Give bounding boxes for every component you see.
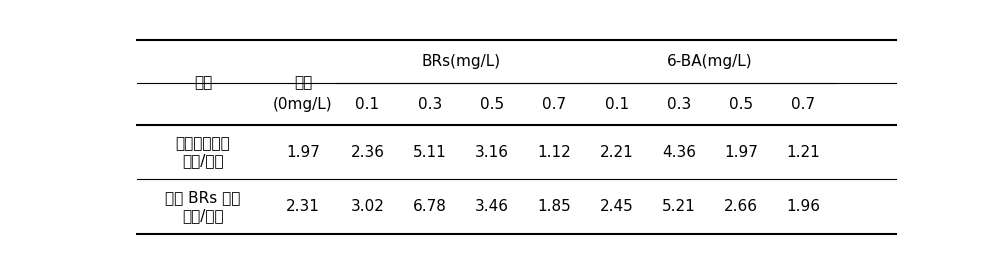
Text: 1.21: 1.21 xyxy=(787,145,820,160)
Text: BRs(mg/L): BRs(mg/L) xyxy=(421,54,500,69)
Text: 3.02: 3.02 xyxy=(351,199,384,214)
Text: 1.12: 1.12 xyxy=(537,145,571,160)
Text: 2.66: 2.66 xyxy=(724,199,758,214)
Text: 1.85: 1.85 xyxy=(537,199,571,214)
Text: (0mg/L): (0mg/L) xyxy=(273,97,333,112)
Text: 1.96: 1.96 xyxy=(786,199,820,214)
Text: 3.46: 3.46 xyxy=(475,199,509,214)
Text: 0.1: 0.1 xyxy=(355,97,380,112)
Text: 处理: 处理 xyxy=(194,75,212,90)
Text: 0.7: 0.7 xyxy=(791,97,816,112)
Text: 1.97: 1.97 xyxy=(724,145,758,160)
Text: 0.5: 0.5 xyxy=(480,97,504,112)
Text: 4.36: 4.36 xyxy=(662,145,696,160)
Text: 2.45: 2.45 xyxy=(600,199,634,214)
Text: 0.3: 0.3 xyxy=(418,97,442,112)
Text: 喷施清水植株
（胚/蕾）: 喷施清水植株 （胚/蕾） xyxy=(176,136,230,168)
Text: 3.16: 3.16 xyxy=(475,145,509,160)
Text: 0.5: 0.5 xyxy=(729,97,753,112)
Text: 5.21: 5.21 xyxy=(662,199,696,214)
Text: 0.1: 0.1 xyxy=(605,97,629,112)
Text: 2.36: 2.36 xyxy=(351,145,385,160)
Text: 5.11: 5.11 xyxy=(413,145,447,160)
Text: 2.31: 2.31 xyxy=(286,199,320,214)
Text: 1.97: 1.97 xyxy=(286,145,320,160)
Text: 0.3: 0.3 xyxy=(667,97,691,112)
Text: 喷施 BRs 植株
（胚/蕾）: 喷施 BRs 植株 （胚/蕾） xyxy=(165,190,241,223)
Text: 0.7: 0.7 xyxy=(542,97,566,112)
Text: 对照: 对照 xyxy=(294,75,312,90)
Text: 6.78: 6.78 xyxy=(413,199,447,214)
Text: 2.21: 2.21 xyxy=(600,145,634,160)
Text: 6-BA(mg/L): 6-BA(mg/L) xyxy=(667,54,753,69)
